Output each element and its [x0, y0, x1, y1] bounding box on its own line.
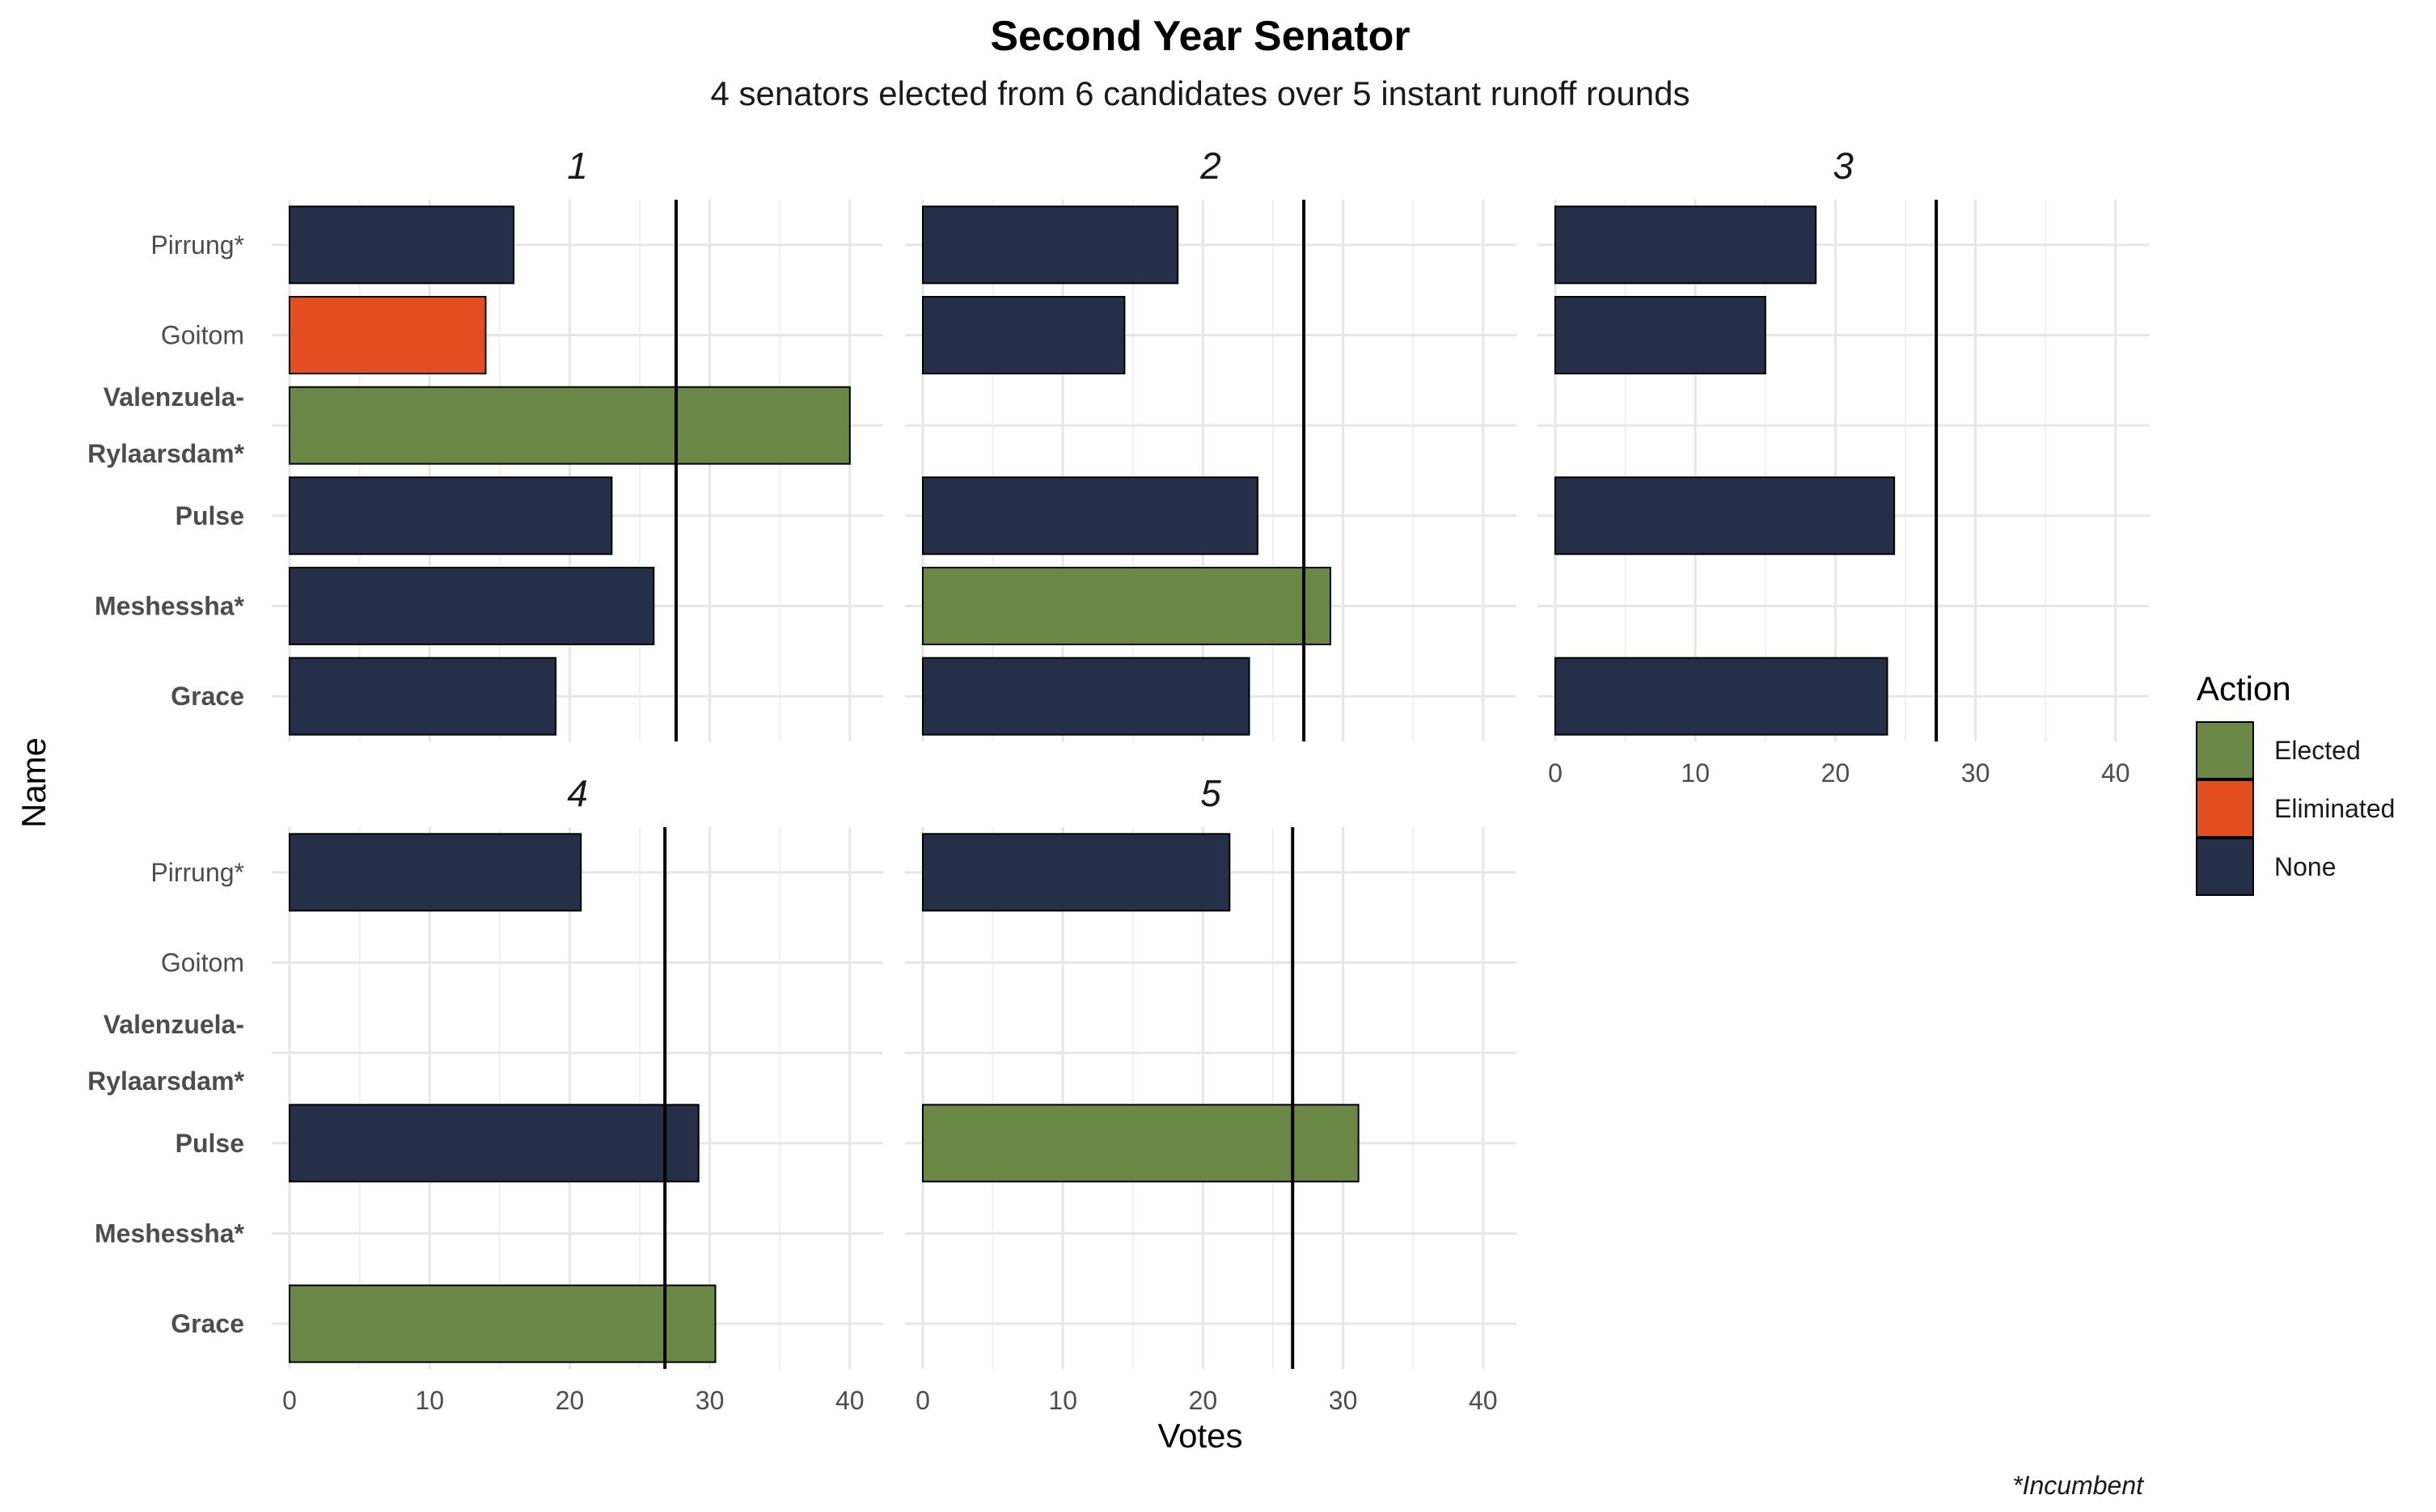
x-tick-label: 20 [556, 1386, 585, 1415]
x-tick-label: 30 [1329, 1386, 1358, 1415]
y-tick-label: Rylaarsdam* [87, 1066, 244, 1096]
facet-panels: 1 Pirrung* Goitom Valenzuela- Rylaarsdam* Pul… [87, 145, 2149, 1415]
x-tick-label: 10 [1681, 758, 1710, 788]
x-axis-title: Votes [1157, 1417, 1242, 1455]
bar-grace [289, 657, 557, 736]
bar-meshessha [922, 567, 1332, 645]
facet-strip-label: 4 [567, 772, 588, 814]
y-tick-label: Goitom [161, 948, 244, 978]
y-axis-title: Name [15, 737, 53, 828]
y-tick-label: Grace [171, 682, 244, 711]
y-tick-label: Valenzuela- [104, 382, 244, 412]
y-tick-label: Meshessha* [95, 592, 245, 621]
bar-grace [922, 657, 1250, 736]
bar-grace [1554, 657, 1888, 736]
y-tick-label: Pulse [176, 501, 244, 530]
bar-pulse [289, 476, 613, 555]
y-tick-label: Goitom [161, 321, 244, 350]
legend: Action Elected Eliminated None [2196, 669, 2395, 896]
legend-label-elected: Elected [2274, 736, 2361, 765]
facet-panel-round-5: 5 0 10 20 30 40 [905, 772, 1516, 1415]
facet-strip-label: 2 [1199, 145, 1221, 187]
x-tick-label: 10 [1048, 1386, 1077, 1415]
facet-panel-round-4: 4 Pirrung* Goitom Valenzuela- Rylaarsdam* Pul… [87, 772, 883, 1415]
facet-panel-round-3: 30 10 20 30 40 [1537, 145, 2149, 788]
bar-grace [289, 1284, 717, 1363]
y-tick-label: Meshessha* [95, 1219, 245, 1248]
x-tick-label: 0 [916, 1386, 930, 1415]
facet-panel-round-2: 2 [905, 145, 1516, 741]
bar-pulse [922, 1104, 1360, 1183]
bar-pirrung [1554, 205, 1817, 285]
x-tick-label: 40 [835, 1386, 865, 1415]
y-tick-label: Valenzuela- [104, 1010, 244, 1039]
chart-subtitle: 4 senators elected from 6 candidates ove… [711, 74, 1690, 112]
bar-goitom [289, 296, 487, 374]
x-tick-label: 20 [1189, 1386, 1218, 1415]
x-tick-label: 30 [696, 1386, 725, 1415]
facet-strip-label: 1 [567, 145, 588, 187]
legend-label-eliminated: Eliminated [2274, 794, 2395, 823]
x-tick-label: 40 [2101, 758, 2130, 788]
y-tick-label: Pirrung* [150, 858, 244, 887]
legend-label-none: None [2274, 852, 2337, 881]
legend-title: Action [2197, 669, 2291, 707]
bar-pirrung [922, 205, 1179, 285]
bar-goitom [922, 296, 1126, 374]
bar-pirrung [289, 833, 582, 912]
bar-pirrung [922, 833, 1231, 912]
caption: *Incumbent [2012, 1471, 2144, 1500]
facet-strip-label: 5 [1200, 772, 1221, 814]
bar-pulse [289, 1104, 700, 1183]
x-tick-label: 40 [1469, 1386, 1498, 1415]
y-tick-label: Pulse [176, 1129, 244, 1158]
legend-swatch-eliminated [2196, 779, 2254, 838]
facet-strip-label: 3 [1833, 145, 1854, 187]
y-tick-label: Pirrung* [150, 230, 244, 260]
bar-pulse [922, 476, 1258, 555]
bar-pulse [1554, 476, 1896, 555]
x-tick-label: 0 [1548, 758, 1563, 788]
bar-goitom [1554, 296, 1766, 374]
bar-meshessha [289, 567, 655, 645]
x-tick-label: 30 [1961, 758, 1990, 788]
bar-valenzuela-rylaarsdam [289, 386, 851, 465]
bar-pirrung [289, 205, 515, 285]
legend-swatch-elected [2196, 721, 2254, 779]
y-tick-label: Grace [171, 1309, 244, 1338]
facet-panel-round-1: 1 Pirrung* Goitom Valenzuela- Rylaarsdam* Pul… [87, 145, 883, 741]
chart-title: Second Year Senator [990, 13, 1410, 60]
legend-swatch-none [2196, 838, 2254, 896]
y-tick-label: Rylaarsdam* [87, 439, 244, 468]
x-tick-label: 0 [282, 1386, 297, 1415]
x-tick-label: 20 [1821, 758, 1850, 788]
x-tick-label: 10 [415, 1386, 444, 1415]
